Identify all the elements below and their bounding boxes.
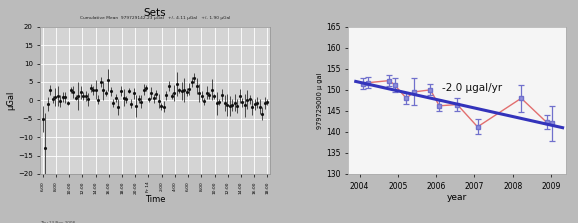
Y-axis label: 979729000 μ gal: 979729000 μ gal xyxy=(317,72,323,129)
Text: -2.0 μgal/yr: -2.0 μgal/yr xyxy=(442,83,502,93)
X-axis label: year: year xyxy=(447,193,468,202)
Title: Sets: Sets xyxy=(144,8,166,18)
X-axis label: Time: Time xyxy=(145,196,165,204)
Text: Cumulative Mean  979729142.23 μGal   +/- 4.11 μGal   +/- 1.90 μGal: Cumulative Mean 979729142.23 μGal +/- 4.… xyxy=(80,16,230,20)
Text: Thu 13 Nov 2008: Thu 13 Nov 2008 xyxy=(40,221,76,223)
Y-axis label: μGal: μGal xyxy=(6,91,15,110)
